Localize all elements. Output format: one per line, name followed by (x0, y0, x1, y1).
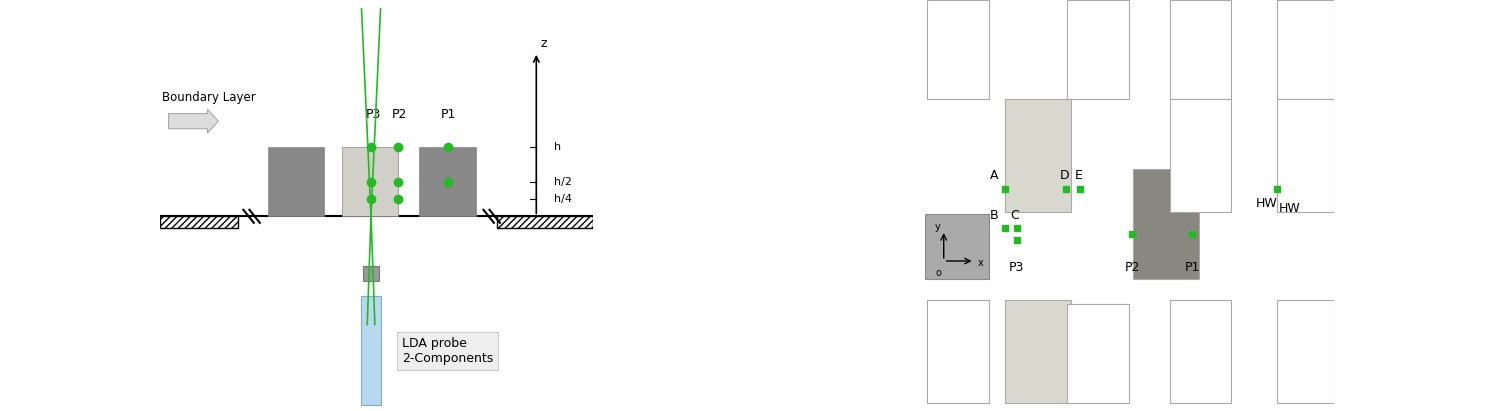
Bar (341, 147, 398, 216)
Text: LDA probe
2-Components: LDA probe 2-Components (402, 337, 493, 365)
Text: P1: P1 (1185, 261, 1199, 274)
Bar (1067, 0, 1129, 99)
Bar (1006, 300, 1071, 403)
Bar (1170, 99, 1231, 212)
Text: HW: HW (1278, 202, 1301, 215)
Bar (1170, 300, 1231, 403)
Text: D: D (1059, 169, 1070, 182)
Bar (1067, 304, 1129, 403)
Text: o: o (936, 268, 942, 278)
Bar (1132, 169, 1198, 279)
Bar (1006, 99, 1071, 212)
Text: HW: HW (1256, 197, 1277, 210)
Bar (927, 300, 989, 403)
Bar (159, 216, 238, 229)
Text: P2: P2 (392, 108, 407, 121)
Text: P3: P3 (365, 108, 381, 121)
Text: z: z (541, 37, 547, 50)
Bar (925, 214, 989, 279)
Text: P1: P1 (441, 108, 456, 121)
Text: h/2: h/2 (554, 177, 572, 187)
Text: x: x (977, 258, 983, 268)
Bar (268, 147, 325, 216)
Bar (1170, 0, 1231, 99)
Text: B: B (989, 209, 998, 222)
Bar (1277, 99, 1334, 212)
Bar (361, 296, 380, 404)
Bar (1277, 0, 1334, 99)
Text: E: E (1074, 169, 1083, 182)
Bar (420, 147, 475, 216)
Text: h/4: h/4 (554, 194, 572, 204)
Text: Boundary Layer: Boundary Layer (162, 91, 256, 104)
Text: h: h (554, 142, 560, 152)
Text: y: y (934, 222, 940, 232)
Text: P2: P2 (1125, 261, 1140, 274)
Text: P3: P3 (1009, 261, 1025, 274)
Text: A: A (989, 169, 998, 182)
Bar (1277, 300, 1334, 403)
Bar (364, 266, 378, 281)
Bar (498, 216, 593, 229)
FancyArrow shape (168, 109, 219, 133)
Bar (927, 0, 989, 99)
Text: C: C (1010, 209, 1019, 222)
